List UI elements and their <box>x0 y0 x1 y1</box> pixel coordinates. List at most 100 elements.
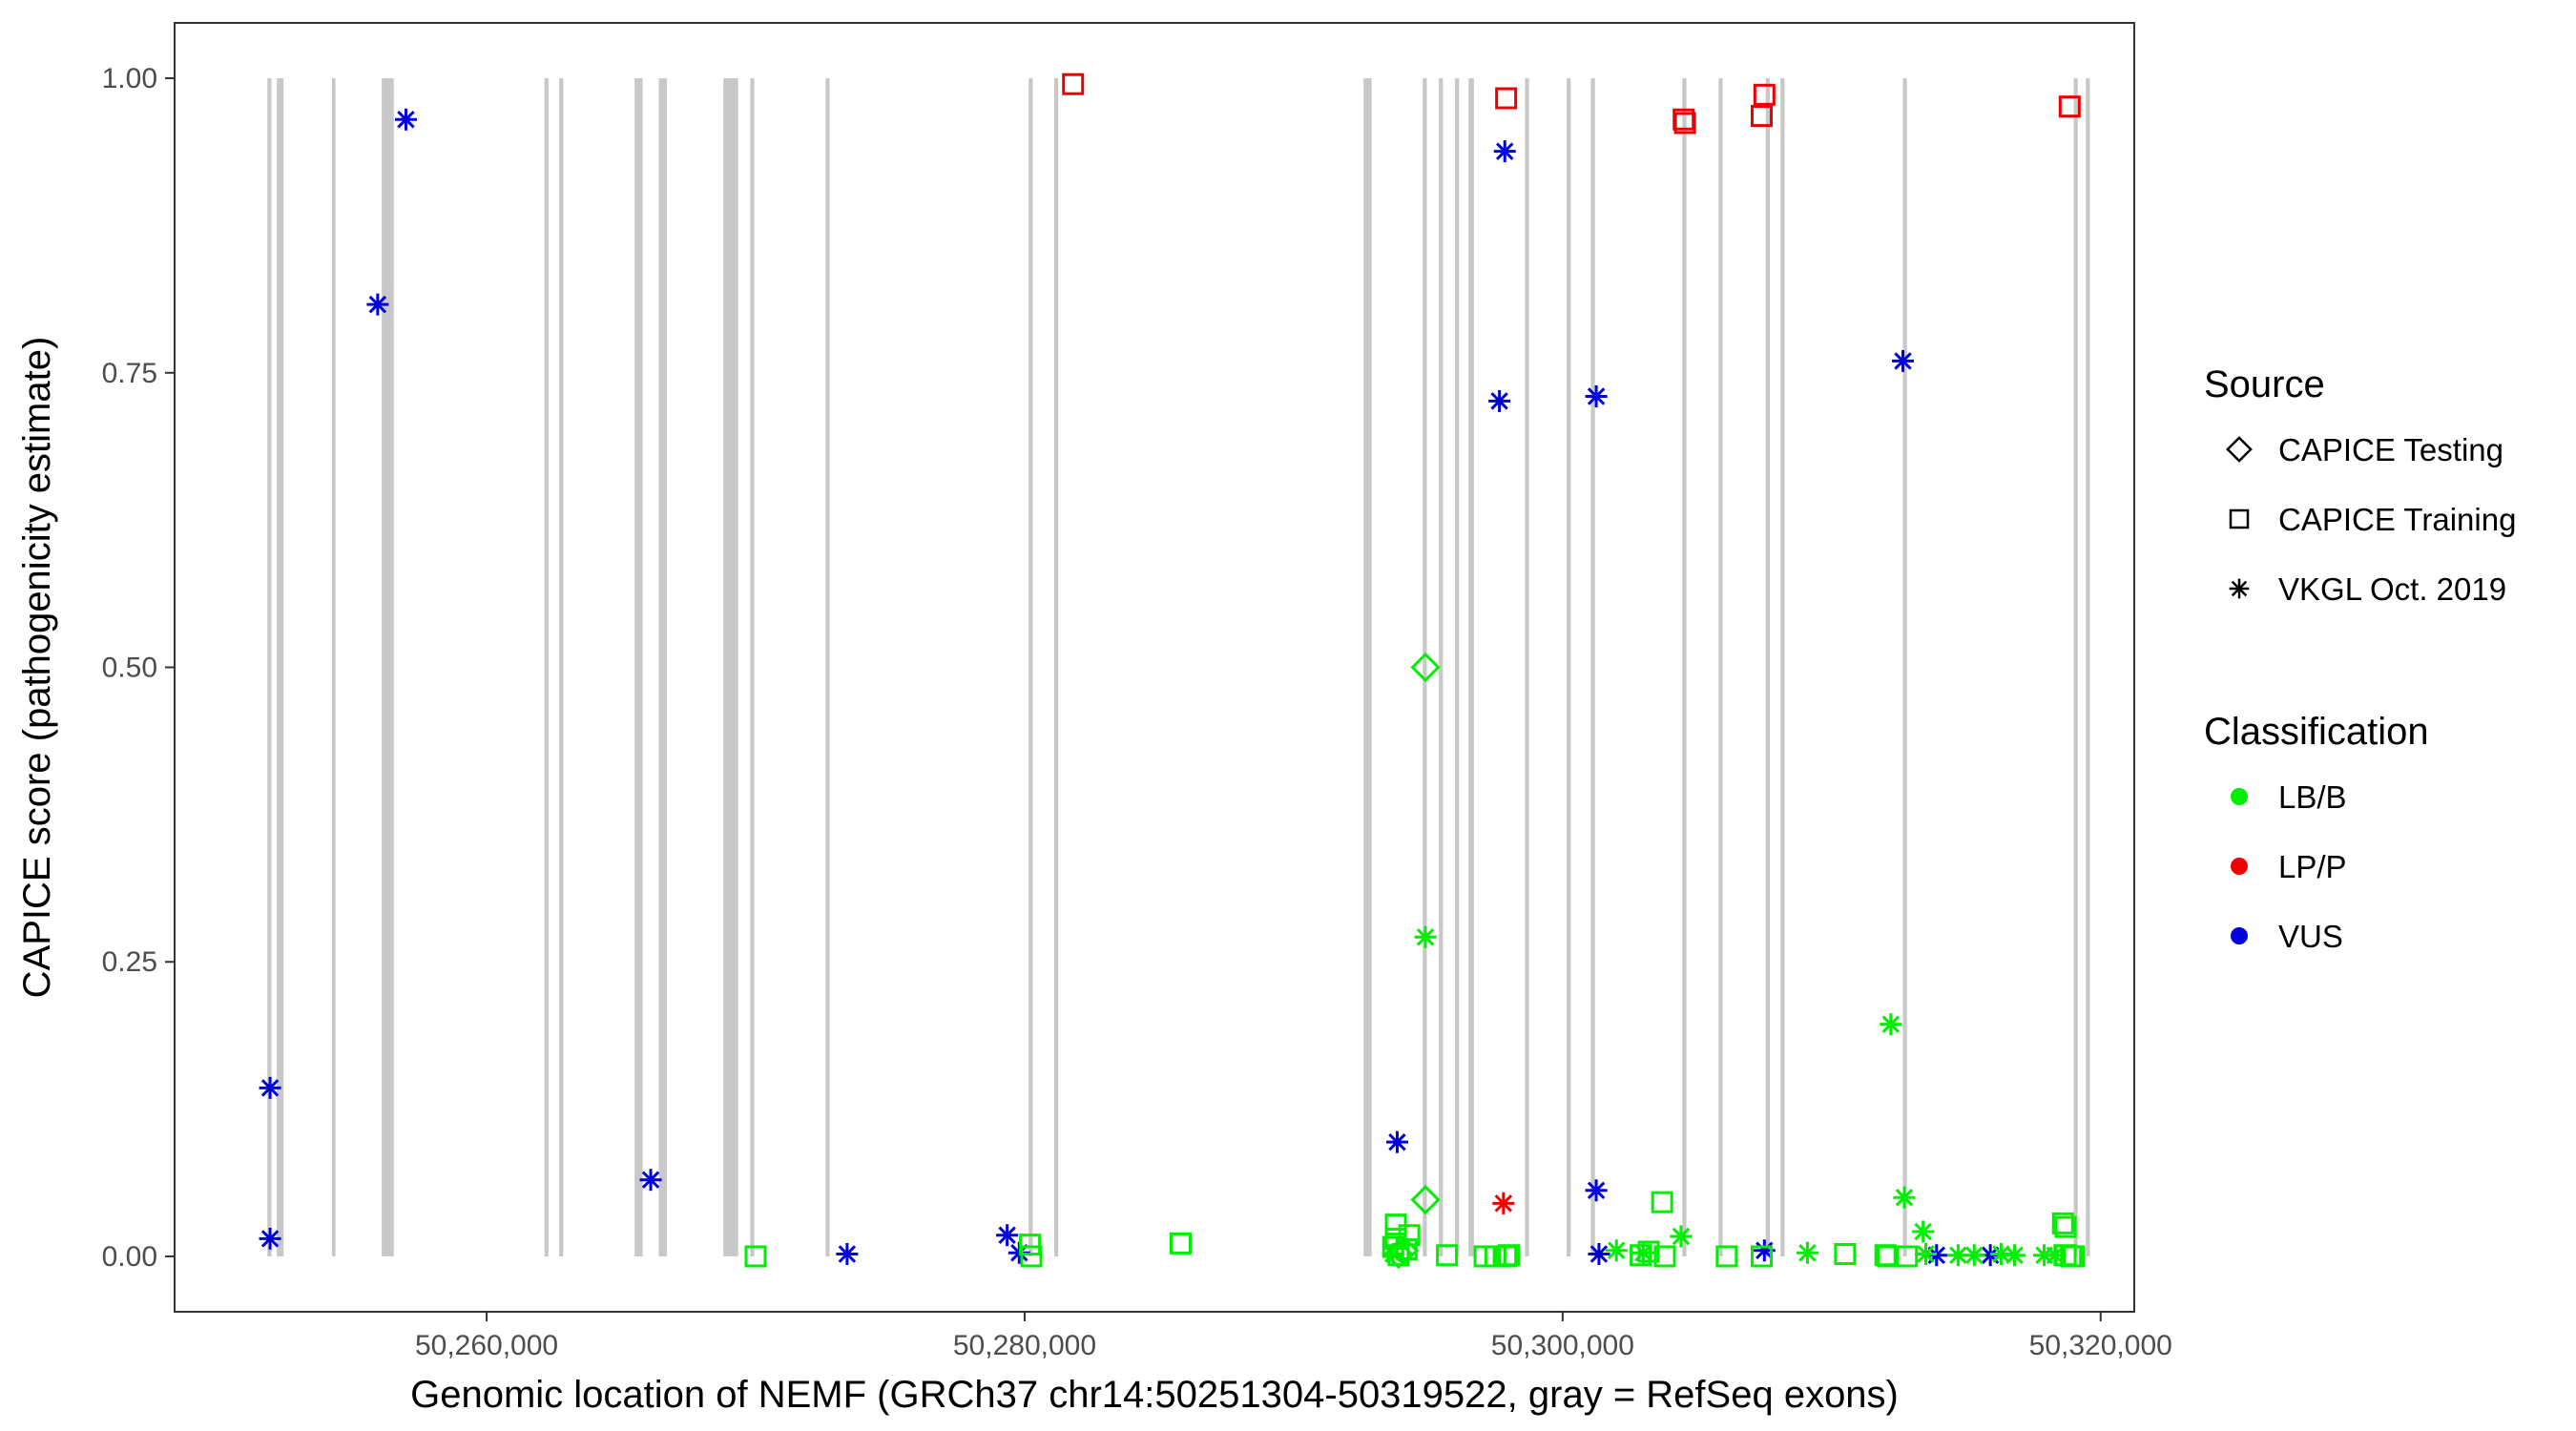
data-point-square <box>1673 112 1696 135</box>
exon-band <box>277 78 284 1256</box>
legend-item-classification: LP/P <box>2231 849 2347 884</box>
legend: Source Classification CAPICE Testing CAPI… <box>2204 363 2516 954</box>
data-point-asterisk <box>1963 1244 1985 1267</box>
exon-band <box>1525 78 1529 1256</box>
legend-item-square: CAPICE Training <box>2229 502 2516 537</box>
x-tick-label: 50,320,000 <box>2029 1330 2172 1361</box>
data-point-asterisk <box>1585 384 1608 407</box>
data-point-square <box>744 1245 767 1268</box>
data-point-square <box>1896 1245 1919 1268</box>
data-point-square <box>1834 1242 1857 1265</box>
exon-band <box>1468 78 1474 1256</box>
exon-band <box>331 78 336 1256</box>
legend-item-diamond: CAPICE Testing <box>2226 432 2503 467</box>
data-point-asterisk <box>1892 349 1915 372</box>
data-point-asterisk <box>1605 1239 1628 1262</box>
y-tick-label: 0.75 <box>102 358 157 389</box>
exon-band <box>634 78 643 1256</box>
data-point-asterisk <box>1880 1013 1902 1036</box>
data-point-square <box>2058 95 2081 118</box>
exon-band <box>750 78 755 1256</box>
x-tick-label: 50,280,000 <box>953 1330 1096 1361</box>
legend-classification-label: VUS <box>2278 919 2343 954</box>
exon-band <box>1780 78 1785 1256</box>
data-point-asterisk <box>1385 1130 1408 1153</box>
data-point-asterisk <box>1488 389 1511 412</box>
exon-band <box>544 78 549 1256</box>
data-point-asterisk <box>1914 1242 1937 1265</box>
x-axis-title: Genomic location of NEMF (GRCh37 chr14:5… <box>410 1374 1899 1416</box>
data-point-square <box>1497 1244 1520 1267</box>
data-point-square <box>1637 1240 1660 1263</box>
data-point-asterisk <box>1796 1241 1818 1264</box>
exon-band <box>1363 78 1372 1256</box>
data-point-square <box>1020 1245 1043 1268</box>
legend-source-title: Source <box>2204 363 2325 405</box>
data-point-asterisk <box>1912 1220 1935 1243</box>
exon-band <box>1765 78 1770 1256</box>
data-point-square <box>2051 1212 2074 1234</box>
exon-band <box>1028 78 1033 1256</box>
exon-band <box>1590 78 1595 1256</box>
data-point-asterisk <box>394 108 417 131</box>
y-tick-label: 0.25 <box>102 946 157 978</box>
data-point-asterisk <box>1493 140 1516 163</box>
data-point-asterisk <box>1492 1192 1515 1214</box>
exon-band <box>825 78 830 1256</box>
exon-band <box>1902 78 1907 1256</box>
data-point-square <box>1019 1234 1042 1256</box>
data-point-square <box>1751 105 1774 128</box>
data-point-square <box>1630 1244 1652 1267</box>
y-axis-title: CAPICE score (pathogenicity estimate) <box>16 337 58 999</box>
data-point-square <box>1715 1245 1738 1268</box>
exon-band <box>1455 78 1460 1256</box>
legend-source-label: VKGL Oct. 2019 <box>2278 571 2506 607</box>
data-point-square <box>1436 1244 1459 1267</box>
data-point-square <box>1395 1238 1418 1261</box>
data-point-asterisk <box>259 1076 281 1099</box>
exon-band <box>1423 78 1427 1256</box>
data-point-square <box>1387 1244 1410 1267</box>
data-point-asterisk <box>366 293 389 316</box>
data-point-asterisk <box>2004 1244 2026 1267</box>
exon-band <box>1053 78 1059 1256</box>
exon-band <box>1439 78 1444 1256</box>
data-point-square <box>2063 1245 2086 1268</box>
data-points <box>259 73 2086 1270</box>
axes: 0.00 0.25 0.50 0.75 1.00 50,260,000 50,280,000… <box>102 63 2172 1361</box>
exon-band <box>658 78 667 1256</box>
legend-classification-label: LB/B <box>2278 779 2347 815</box>
plot-panel-border <box>174 22 2135 1313</box>
x-tick-label: 50,300,000 <box>1491 1330 1634 1361</box>
exon-bands <box>267 78 2090 1256</box>
exon-band <box>267 78 272 1256</box>
data-point-square <box>1062 73 1085 95</box>
legend-classification-label: LP/P <box>2278 849 2347 884</box>
exon-band <box>1567 78 1571 1256</box>
data-point-asterisk <box>1588 1242 1610 1265</box>
y-tick-label: 1.00 <box>102 63 157 94</box>
data-point-diamond <box>1410 652 1441 683</box>
legend-item-asterisk: VKGL Oct. 2019 <box>2229 571 2506 607</box>
data-point-square <box>1169 1232 1192 1255</box>
exon-band <box>1718 78 1723 1256</box>
data-point-square <box>1751 1245 1774 1268</box>
data-point-square <box>1653 1245 1676 1268</box>
y-tick-label: 0.00 <box>102 1241 157 1273</box>
legend-item-classification: VUS <box>2231 919 2343 954</box>
data-point-square <box>1753 83 1776 106</box>
data-point-asterisk <box>1670 1225 1693 1248</box>
exon-band <box>559 78 564 1256</box>
data-point-asterisk <box>1893 1186 1916 1209</box>
legend-classification-title: Classification <box>2204 711 2429 753</box>
data-point-square <box>1651 1191 1673 1213</box>
exon-band <box>2086 78 2090 1256</box>
data-point-asterisk <box>836 1242 859 1265</box>
exon-band <box>723 78 738 1256</box>
legend-source-label: CAPICE Testing <box>2278 432 2503 467</box>
exon-band <box>2073 78 2078 1256</box>
data-point-asterisk <box>639 1169 662 1192</box>
data-point-asterisk <box>1585 1179 1608 1202</box>
y-tick-label: 0.50 <box>102 653 157 684</box>
